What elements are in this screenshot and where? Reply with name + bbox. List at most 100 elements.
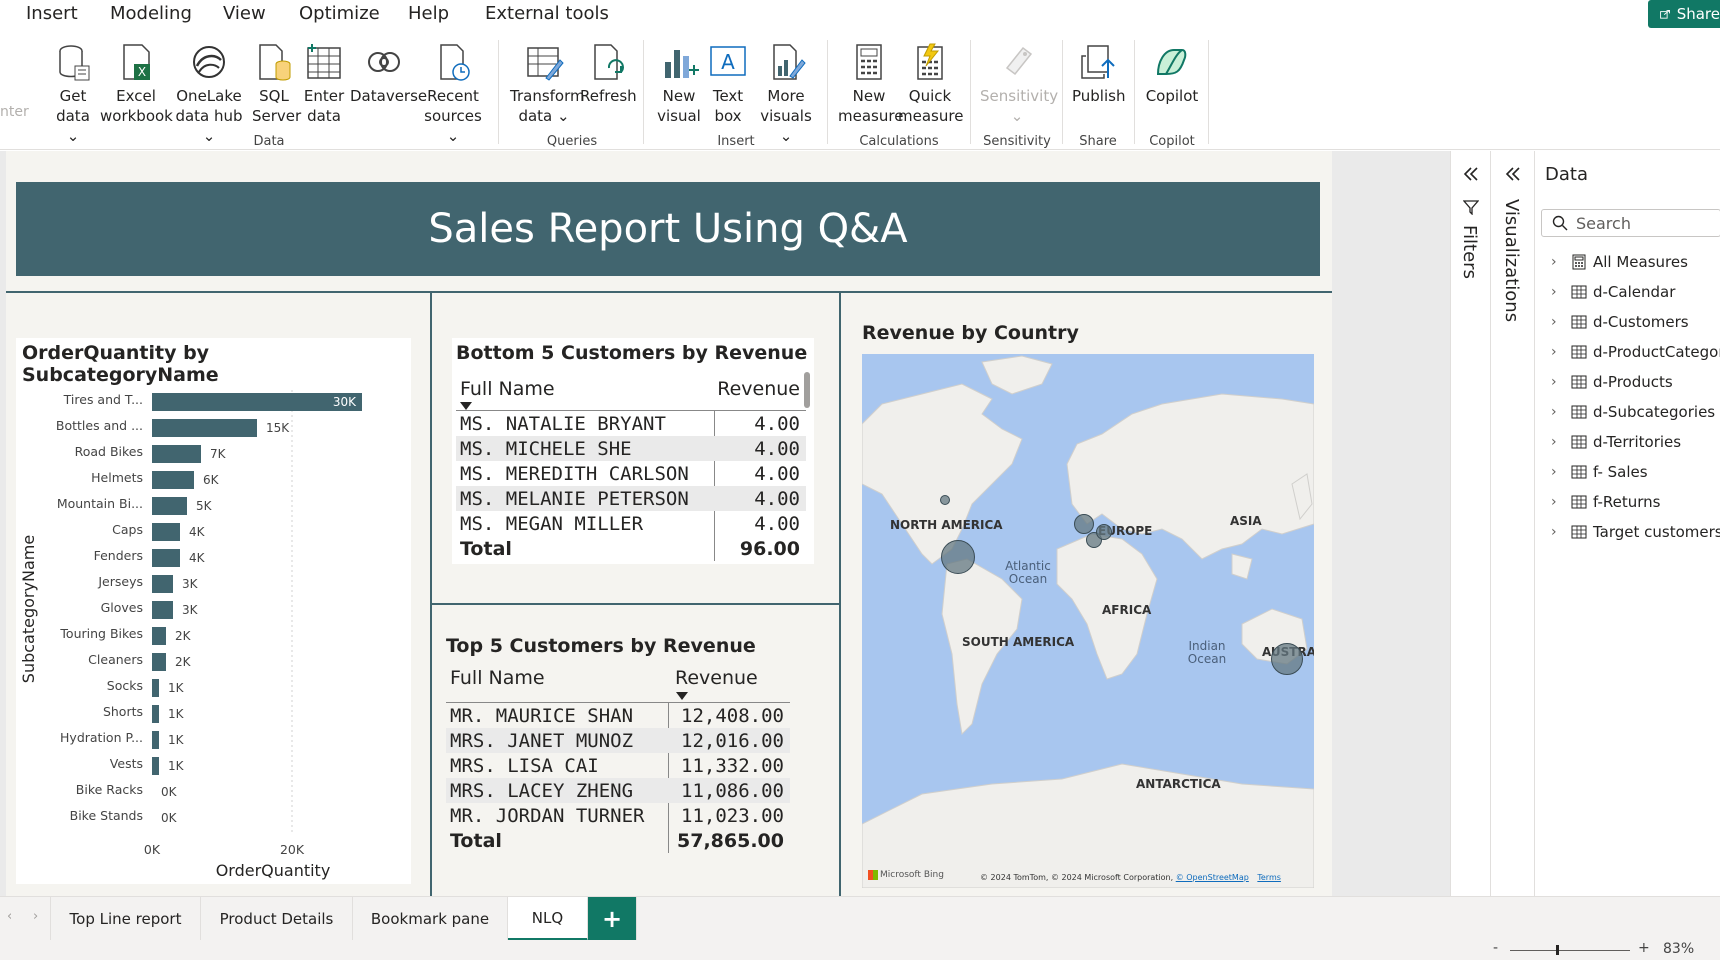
filters-pane-collapsed[interactable]: Filters <box>1450 151 1490 896</box>
bar[interactable] <box>152 575 173 593</box>
zoom-in-button[interactable]: + <box>1638 940 1650 956</box>
field-item[interactable]: › All Measures <box>1551 253 1688 271</box>
zoom-level[interactable]: 83% <box>1663 941 1695 957</box>
bar[interactable] <box>152 497 187 515</box>
bar[interactable] <box>152 601 173 619</box>
field-item[interactable]: › d-ProductCategories <box>1551 343 1720 361</box>
bar[interactable] <box>152 393 362 411</box>
map-bubble-usa[interactable] <box>941 540 975 574</box>
new-measure-button[interactable]: New measure <box>838 42 903 126</box>
copilot-button[interactable]: Copilot <box>1144 42 1200 106</box>
table-scrollbar[interactable] <box>804 372 810 408</box>
field-item[interactable]: › d-Territories <box>1551 433 1681 451</box>
dataverse-button[interactable]: Dataverse <box>350 42 427 106</box>
publish-button[interactable]: Publish <box>1072 42 1125 106</box>
get-data-button[interactable]: Get data ⌄ <box>50 42 96 146</box>
zoom-out-button[interactable]: - <box>1493 940 1499 956</box>
share-button[interactable]: Share <box>1648 0 1720 28</box>
menu-view[interactable]: View <box>223 3 266 24</box>
chevron-right-icon[interactable]: › <box>1551 284 1557 300</box>
chevron-right-icon[interactable]: › <box>1551 254 1557 270</box>
recent-sources-button[interactable]: Recent sources ⌄ <box>420 42 486 146</box>
col-revenue[interactable]: Revenue <box>675 667 758 689</box>
table-row[interactable]: MRS. JANET MUNOZ 12,016.00 <box>446 728 790 753</box>
chevron-right-icon[interactable]: › <box>1551 524 1557 540</box>
field-item[interactable]: › d-Customers <box>1551 313 1689 331</box>
chevron-right-icon[interactable]: › <box>1551 494 1557 510</box>
bar[interactable] <box>152 549 180 567</box>
bar[interactable] <box>152 653 166 671</box>
zoom-slider-thumb[interactable] <box>1556 945 1559 955</box>
field-item[interactable]: › d-Calendar <box>1551 283 1675 301</box>
table-row[interactable]: MS. MEREDITH CARLSON 4.00 <box>456 461 806 486</box>
bar[interactable] <box>152 627 166 645</box>
chevron-right-icon[interactable]: › <box>1551 314 1557 330</box>
sensitivity-button[interactable]: Sensitivity ⌄ <box>980 42 1058 126</box>
bar[interactable] <box>152 471 194 489</box>
chevron-right-icon[interactable]: › <box>1551 344 1557 360</box>
bar-chart-visual[interactable]: OrderQuantity by SubcategoryName Tires a… <box>16 338 411 884</box>
more-visuals-button[interactable]: More visuals ⌄ <box>752 42 820 146</box>
revenue-map[interactable]: NORTH AMERICA EUROPE ASIA AFRICA SOUTH A… <box>862 354 1314 888</box>
table-row[interactable]: MS. MEGAN MILLER 4.00 <box>456 511 806 536</box>
zoom-slider[interactable] <box>1510 950 1630 951</box>
menu-optimize[interactable]: Optimize <box>299 3 380 24</box>
map-bubble-australia[interactable] <box>1271 643 1303 675</box>
col-revenue[interactable]: Revenue <box>717 378 800 400</box>
chevron-right-icon[interactable]: › <box>1551 434 1557 450</box>
new-visual-button[interactable]: New visual <box>654 42 704 126</box>
menu-external-tools[interactable]: External tools <box>485 3 609 24</box>
tab-nlq[interactable]: NLQ <box>508 897 588 941</box>
table-row[interactable]: MS. MICHELE SHE 4.00 <box>456 436 806 461</box>
map-bubble-germany[interactable] <box>1096 524 1112 540</box>
bar[interactable] <box>152 757 159 775</box>
table-row[interactable]: MR. MAURICE SHAN 12,408.00 <box>446 703 790 728</box>
sql-server-button[interactable]: SQL Server <box>252 42 301 126</box>
table-row[interactable]: MS. NATALIE BRYANT 4.00 <box>456 411 806 436</box>
menu-insert[interactable]: Insert <box>26 3 78 24</box>
bar[interactable] <box>152 523 180 541</box>
field-item[interactable]: › f-Returns <box>1551 493 1660 511</box>
transform-data-button[interactable]: Transform data ⌄ <box>510 42 585 126</box>
bar[interactable] <box>152 731 159 749</box>
table-row[interactable]: MS. MELANIE PETERSON 4.00 <box>456 486 806 511</box>
chevron-right-icon[interactable]: › <box>1551 464 1557 480</box>
text-box-button[interactable]: A Text box <box>706 42 750 126</box>
osm-link[interactable]: © OpenStreetMap <box>1175 873 1249 882</box>
visualizations-pane-collapsed[interactable]: Visualizations <box>1490 151 1534 896</box>
top-customers-visual[interactable]: Top 5 Customers by Revenue Full Name Rev… <box>444 630 792 862</box>
map-bubble-canada[interactable] <box>940 495 950 505</box>
excel-workbook-button[interactable]: X Excel workbook <box>100 42 173 126</box>
field-item[interactable]: › d-Subcategories <box>1551 403 1715 421</box>
col-full-name[interactable]: Full Name <box>450 667 545 689</box>
menu-modeling[interactable]: Modeling <box>110 3 192 24</box>
tab-top-line-report[interactable]: Top Line report <box>50 897 201 941</box>
field-item[interactable]: › f- Sales <box>1551 463 1648 481</box>
table-row[interactable]: MRS. LISA CAI 11,332.00 <box>446 753 790 778</box>
tab-scroll-right-icon[interactable]: › <box>33 909 39 924</box>
tab-bookmark-pane[interactable]: Bookmark pane <box>353 897 508 941</box>
quick-measure-button[interactable]: Quick measure <box>898 42 963 126</box>
menu-help[interactable]: Help <box>408 3 450 24</box>
field-item[interactable]: › Target customers <box>1551 523 1720 541</box>
add-page-button[interactable]: + <box>588 897 637 941</box>
enter-data-button[interactable]: Enter data <box>302 42 346 126</box>
field-item[interactable]: › d-Products <box>1551 373 1673 391</box>
bar[interactable] <box>152 445 201 463</box>
map-bubble-uk[interactable] <box>1074 514 1094 534</box>
chevron-right-icon[interactable]: › <box>1551 404 1557 420</box>
refresh-button[interactable]: Refresh <box>580 42 637 106</box>
data-search-input[interactable]: Search <box>1541 209 1720 237</box>
tab-product-details[interactable]: Product Details <box>201 897 353 941</box>
bar[interactable] <box>152 705 159 723</box>
terms-link[interactable]: Terms <box>1257 873 1281 882</box>
onelake-button[interactable]: OneLake data hub ⌄ <box>172 42 246 146</box>
bar[interactable] <box>152 679 159 697</box>
chevron-right-icon[interactable]: › <box>1551 374 1557 390</box>
tab-scroll-left-icon[interactable]: ‹ <box>7 909 13 924</box>
table-row[interactable]: MR. JORDAN TURNER 11,023.00 <box>446 803 790 828</box>
table-row[interactable]: MRS. LACEY ZHENG 11,086.00 <box>446 778 790 803</box>
bar[interactable] <box>152 419 257 437</box>
bottom-customers-visual[interactable]: Bottom 5 Customers by Revenue Full Name … <box>452 338 814 564</box>
col-full-name[interactable]: Full Name <box>460 378 555 400</box>
